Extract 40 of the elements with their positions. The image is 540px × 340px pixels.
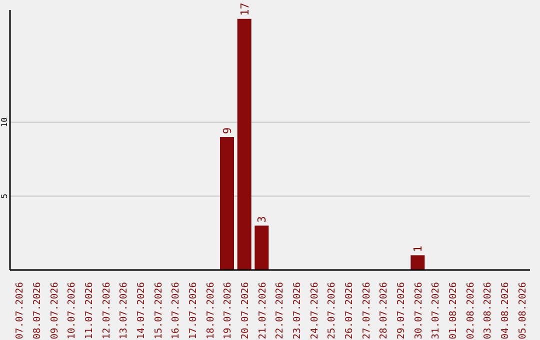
x-tick-label: 02.08.2026 <box>465 282 476 340</box>
x-tick-label: 18.07.2026 <box>205 282 216 340</box>
x-tick-label: 22.07.2026 <box>274 282 286 340</box>
x-tick-label: 31.07.2026 <box>430 282 442 340</box>
x-tick-label: 05.08.2026 <box>517 282 528 340</box>
data-label: 9 <box>221 127 234 134</box>
bar <box>254 226 269 270</box>
x-tick-label: 09.07.2026 <box>49 282 60 340</box>
x-tick-label: 17.07.2026 <box>188 282 199 340</box>
x-tick-label: 14.07.2026 <box>136 282 147 340</box>
x-tick-label: 08.07.2026 <box>32 282 43 340</box>
x-tick-label: 25.07.2026 <box>326 282 338 340</box>
x-tick-label: 19.07.2026 <box>222 282 234 340</box>
x-tick-label: 16.07.2026 <box>170 282 182 340</box>
x-tick-label: 29.07.2026 <box>396 282 407 340</box>
y-tick-label: 10 <box>0 117 9 128</box>
x-tick-label: 28.07.2026 <box>378 282 390 340</box>
x-tick-label: 13.07.2026 <box>118 282 130 340</box>
bar <box>410 255 425 270</box>
data-label: 17 <box>238 2 252 16</box>
x-tick-label: 24.07.2026 <box>309 282 320 340</box>
x-tick-label: 03.08.2026 <box>482 282 494 340</box>
data-label: 3 <box>256 216 269 223</box>
x-tick-label: 27.07.2026 <box>361 282 372 340</box>
x-tick-label: 20.07.2026 <box>240 282 251 340</box>
x-tick-label: 01.08.2026 <box>448 282 459 340</box>
y-tick-label: 5 <box>0 194 9 199</box>
x-tick-label: 12.07.2026 <box>101 282 112 340</box>
x-tick-label: 21.07.2026 <box>257 282 268 340</box>
x-tick-label: 07.07.2026 <box>14 282 26 340</box>
data-label: 1 <box>412 246 425 252</box>
x-tick-label: 30.07.2026 <box>413 282 424 340</box>
x-tick-label: 15.07.2026 <box>153 282 164 340</box>
x-tick-label: 23.07.2026 <box>292 282 303 340</box>
x-tick-label: 10.07.2026 <box>66 282 78 340</box>
x-tick-label: 26.07.2026 <box>344 282 355 340</box>
bar <box>237 18 252 270</box>
x-tick-label: 11.07.2026 <box>84 282 95 340</box>
x-tick-label: 04.08.2026 <box>500 282 511 340</box>
bar <box>220 137 234 270</box>
